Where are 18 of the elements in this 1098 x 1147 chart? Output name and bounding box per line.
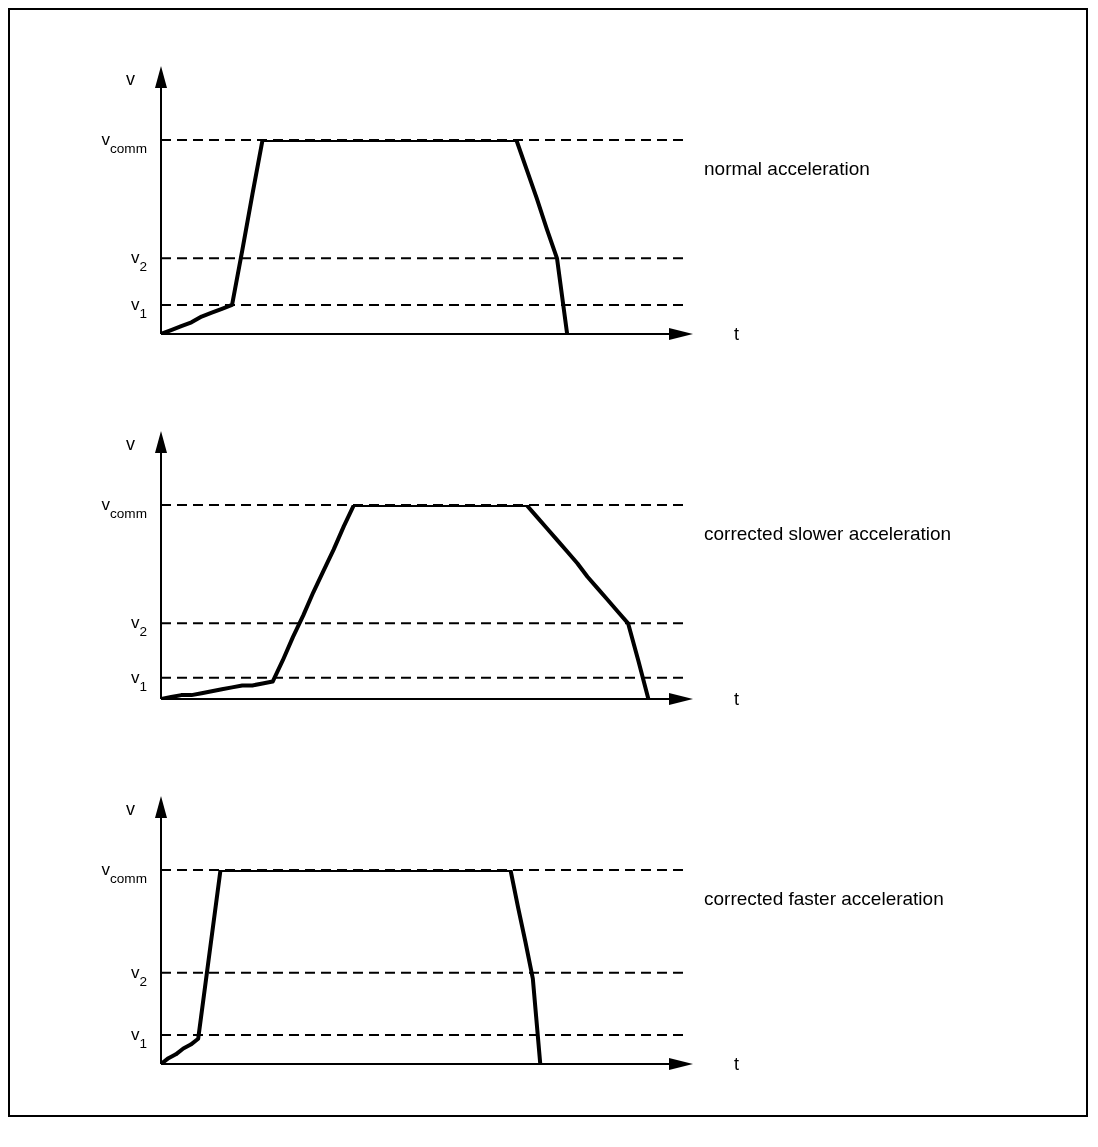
ref-line-label: v$_{2}$ [130,962,147,989]
text: corrected faster acceleration [704,888,944,909]
x-axis-title: t [734,324,740,344]
ref-line-label: v$_{comm}$ [101,860,147,886]
ref-line-label: v$_{1}$ [130,1024,147,1051]
y-axis-title: v [126,69,135,89]
text: normal acceleration [704,158,870,179]
ref-line-label: v$_{1}$ [130,667,147,694]
ref-line-label: v$_{comm}$ [101,130,147,156]
ref-line-label: v$_{2}$ [130,613,147,639]
ref-line-label: v$_{2}$ [130,248,147,274]
x-axis-title: t [734,1054,740,1074]
ref-line-label: v$_{comm}$ [101,495,147,521]
text: corrected slower acceleration [704,523,952,544]
ref-line-label: v$_{1}$ [130,294,147,321]
x-axis-title: t [734,689,740,709]
y-axis-title: v [126,799,135,819]
y-axis-title: v [126,434,135,454]
